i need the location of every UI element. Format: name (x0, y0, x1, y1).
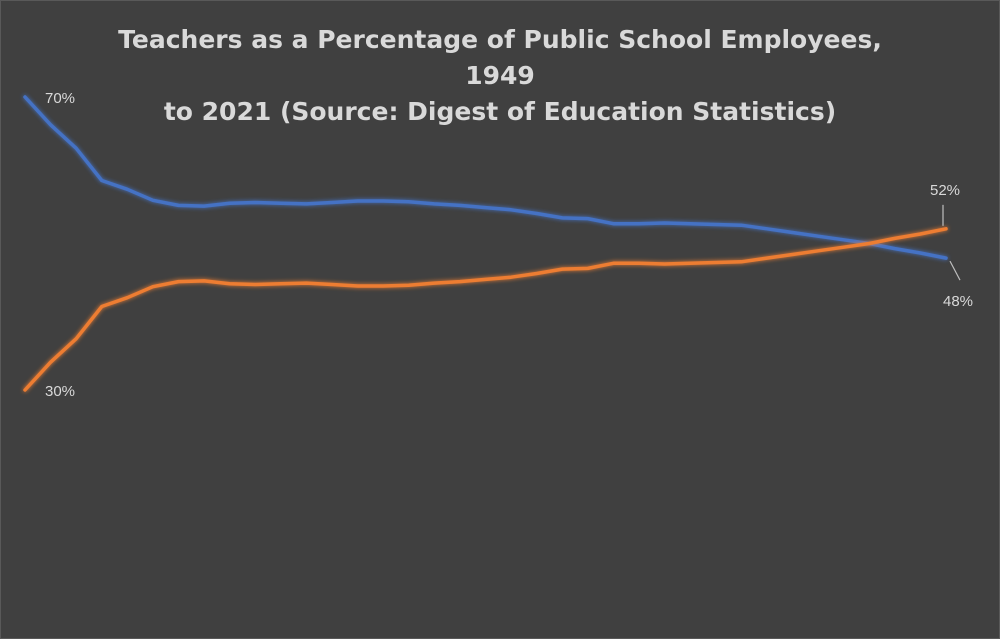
series-layer (23, 95, 948, 392)
data-label-start-series-1: 70% (45, 90, 75, 107)
chart-title-line-1: Teachers as a Percentage of Public Schoo… (118, 25, 882, 90)
leader-line-end-series-1 (949, 260, 961, 281)
data-label-start-series-2: 30% (45, 383, 75, 400)
data-label-end-series-1: 48% (943, 293, 973, 310)
chart-title-line-2: to 2021 (Source: Digest of Education Sta… (163, 97, 837, 126)
series-line-2 (23, 227, 948, 392)
data-label-layer: 70% 30% 48% 52% (45, 90, 973, 400)
series-line-1 (23, 95, 948, 260)
chart-title: Teachers as a Percentage of Public Schoo… (100, 22, 900, 130)
data-label-end-series-2: 52% (930, 182, 960, 199)
